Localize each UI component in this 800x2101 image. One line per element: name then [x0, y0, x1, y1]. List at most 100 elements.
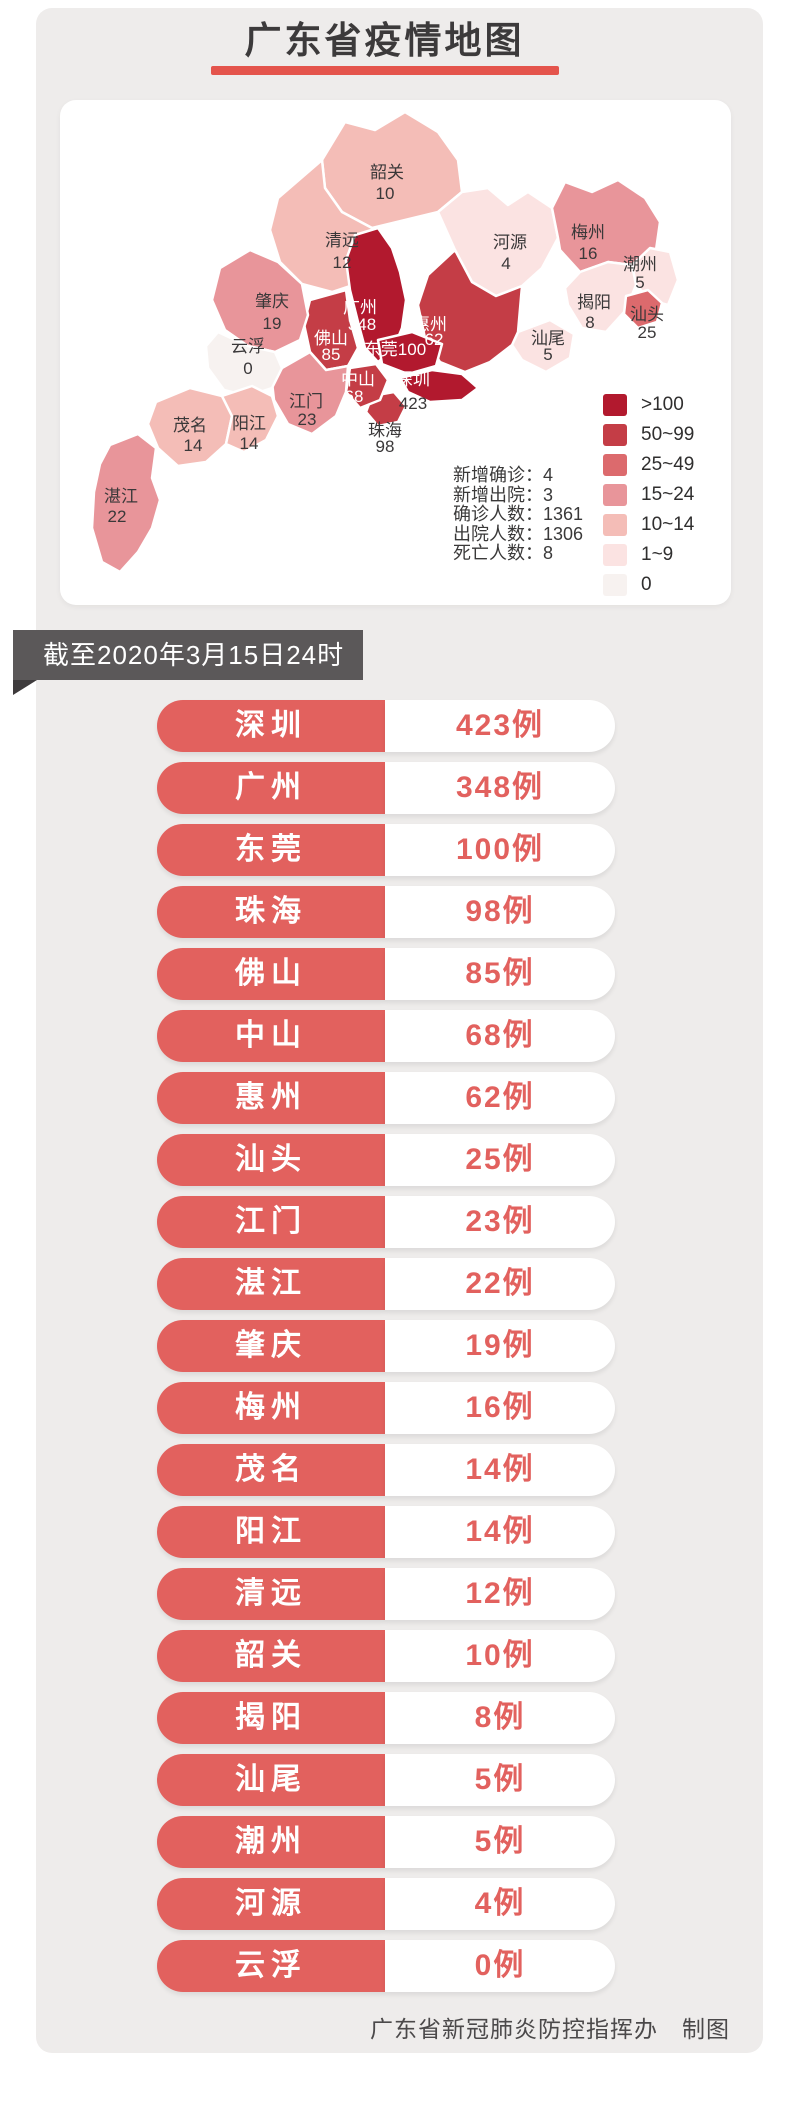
list-item-city: 阳江	[157, 1506, 385, 1558]
legend-swatch	[603, 544, 627, 566]
list-item: 河源 4例	[157, 1878, 615, 1930]
list-item-cases: 12例	[385, 1568, 615, 1620]
list-item-city: 珠海	[157, 886, 385, 938]
list-item-cases: 85例	[385, 948, 615, 1000]
map-region-value: 23	[298, 410, 317, 429]
map-region-value: 348	[348, 315, 376, 334]
legend-label: 50~99	[641, 424, 695, 445]
list-item: 佛山 85例	[157, 948, 615, 1000]
list-item-cases: 8例	[385, 1692, 615, 1744]
map-region-value: 19	[263, 314, 282, 333]
list-item: 湛江 22例	[157, 1258, 615, 1310]
stat-line: 新增确诊：4	[453, 465, 554, 485]
date-banner: 截至2020年3月15日24时	[13, 630, 363, 680]
map-region-value: 12	[333, 253, 352, 272]
list-item-city: 梅州	[157, 1382, 385, 1434]
map-region-label: 深圳	[396, 370, 430, 389]
list-item: 潮州 5例	[157, 1816, 615, 1868]
list-item: 揭阳 8例	[157, 1692, 615, 1744]
map-region-label: 清远	[325, 231, 359, 250]
map-region-value: 22	[108, 507, 127, 526]
list-item-city: 肇庆	[157, 1320, 385, 1372]
legend-item: 10~14	[603, 510, 694, 540]
list-item: 汕尾 5例	[157, 1754, 615, 1806]
stat-line: 新增出院：3	[453, 484, 554, 505]
map-card: 韶关 10 清远 12 河源 4 梅州 16 潮州 5 揭阳 8 汕头 25 汕尾 5 惠州 62 广州 348 东莞1…	[60, 100, 731, 605]
map-region-label: 阳江	[232, 414, 266, 433]
map-region-label: 韶关	[370, 163, 404, 182]
map-region-value: 8	[585, 313, 594, 332]
map-region-label: 汕尾	[531, 329, 565, 348]
map-region-label: 广州	[343, 298, 377, 317]
date-banner-text: 截至2020年3月15日24时	[43, 640, 345, 670]
list-item-cases: 62例	[385, 1072, 615, 1124]
map-region-value: 5	[543, 345, 552, 364]
list-item-cases: 10例	[385, 1630, 615, 1682]
list-item-cases: 16例	[385, 1382, 615, 1434]
list-item-cases: 22例	[385, 1258, 615, 1310]
map-region-label: 佛山	[314, 329, 348, 348]
legend-item: 0	[603, 570, 694, 600]
map-region-阳江	[220, 384, 280, 454]
list-item-city: 惠州	[157, 1072, 385, 1124]
map-legend: >100 50~99 25~49 15~24 10~14 1~9 0	[603, 390, 694, 600]
list-item-city: 广州	[157, 762, 385, 814]
list-item: 韶关 10例	[157, 1630, 615, 1682]
legend-label: 10~14	[641, 514, 695, 535]
list-item-city: 湛江	[157, 1258, 385, 1310]
list-item: 汕头 25例	[157, 1134, 615, 1186]
list-item-city: 汕头	[157, 1134, 385, 1186]
map-region-value: 4	[501, 254, 510, 273]
legend-item: 15~24	[603, 480, 694, 510]
list-item-cases: 5例	[385, 1816, 615, 1868]
legend-swatch	[603, 574, 627, 596]
list-item: 茂名 14例	[157, 1444, 615, 1496]
list-item-cases: 348例	[385, 762, 615, 814]
list-item: 肇庆 19例	[157, 1320, 615, 1372]
map-region-value: 85	[322, 345, 341, 364]
banner-fold-corner	[13, 680, 37, 695]
legend-swatch	[603, 484, 627, 506]
list-item: 阳江 14例	[157, 1506, 615, 1558]
map-region-云浮	[204, 330, 284, 398]
title-underline	[210, 66, 559, 75]
map-region-value: 14	[184, 436, 203, 455]
list-item-city: 深圳	[157, 700, 385, 752]
map-region-汕头	[622, 288, 664, 330]
list-item-cases: 23例	[385, 1196, 615, 1248]
list-item-city: 江门	[157, 1196, 385, 1248]
map-region-value: 10	[376, 184, 395, 203]
list-item-city: 汕尾	[157, 1754, 385, 1806]
list-item-cases: 98例	[385, 886, 615, 938]
list-item-city: 韶关	[157, 1630, 385, 1682]
legend-item: 25~49	[603, 450, 694, 480]
list-item: 深圳 423例	[157, 700, 615, 752]
list-item-city: 佛山	[157, 948, 385, 1000]
map-stats: 新增确诊：4 新增出院：3 确诊人数：1361 出院人数：1306 死亡人数：8	[453, 465, 583, 564]
map-region-value: 0	[243, 359, 252, 378]
map-region-label: 江门	[289, 392, 323, 411]
map-region-label: 云浮	[231, 337, 265, 356]
list-item-city: 潮州	[157, 1816, 385, 1868]
list-item-cases: 14例	[385, 1506, 615, 1558]
map-region-value: 98	[376, 437, 395, 456]
legend-swatch	[603, 394, 627, 416]
list-item: 中山 68例	[157, 1010, 615, 1062]
legend-label: 25~49	[641, 454, 695, 475]
list-item: 东莞 100例	[157, 824, 615, 876]
list-item: 江门 23例	[157, 1196, 615, 1248]
list-item-city: 清远	[157, 1568, 385, 1620]
legend-item: 1~9	[603, 540, 694, 570]
list-item-cases: 19例	[385, 1320, 615, 1372]
map-region-value: 16	[579, 244, 598, 263]
map-region-label: 湛江	[104, 487, 138, 506]
list-item-city: 揭阳	[157, 1692, 385, 1744]
list-item-cases: 5例	[385, 1754, 615, 1806]
map-region-label: 梅州	[571, 223, 605, 242]
list-item-cases: 14例	[385, 1444, 615, 1496]
map-region-湛江	[90, 432, 162, 574]
list-item-cases: 25例	[385, 1134, 615, 1186]
list-item-cases: 100例	[385, 824, 615, 876]
legend-swatch	[603, 424, 627, 446]
map-region-label: 东莞100	[364, 340, 426, 359]
